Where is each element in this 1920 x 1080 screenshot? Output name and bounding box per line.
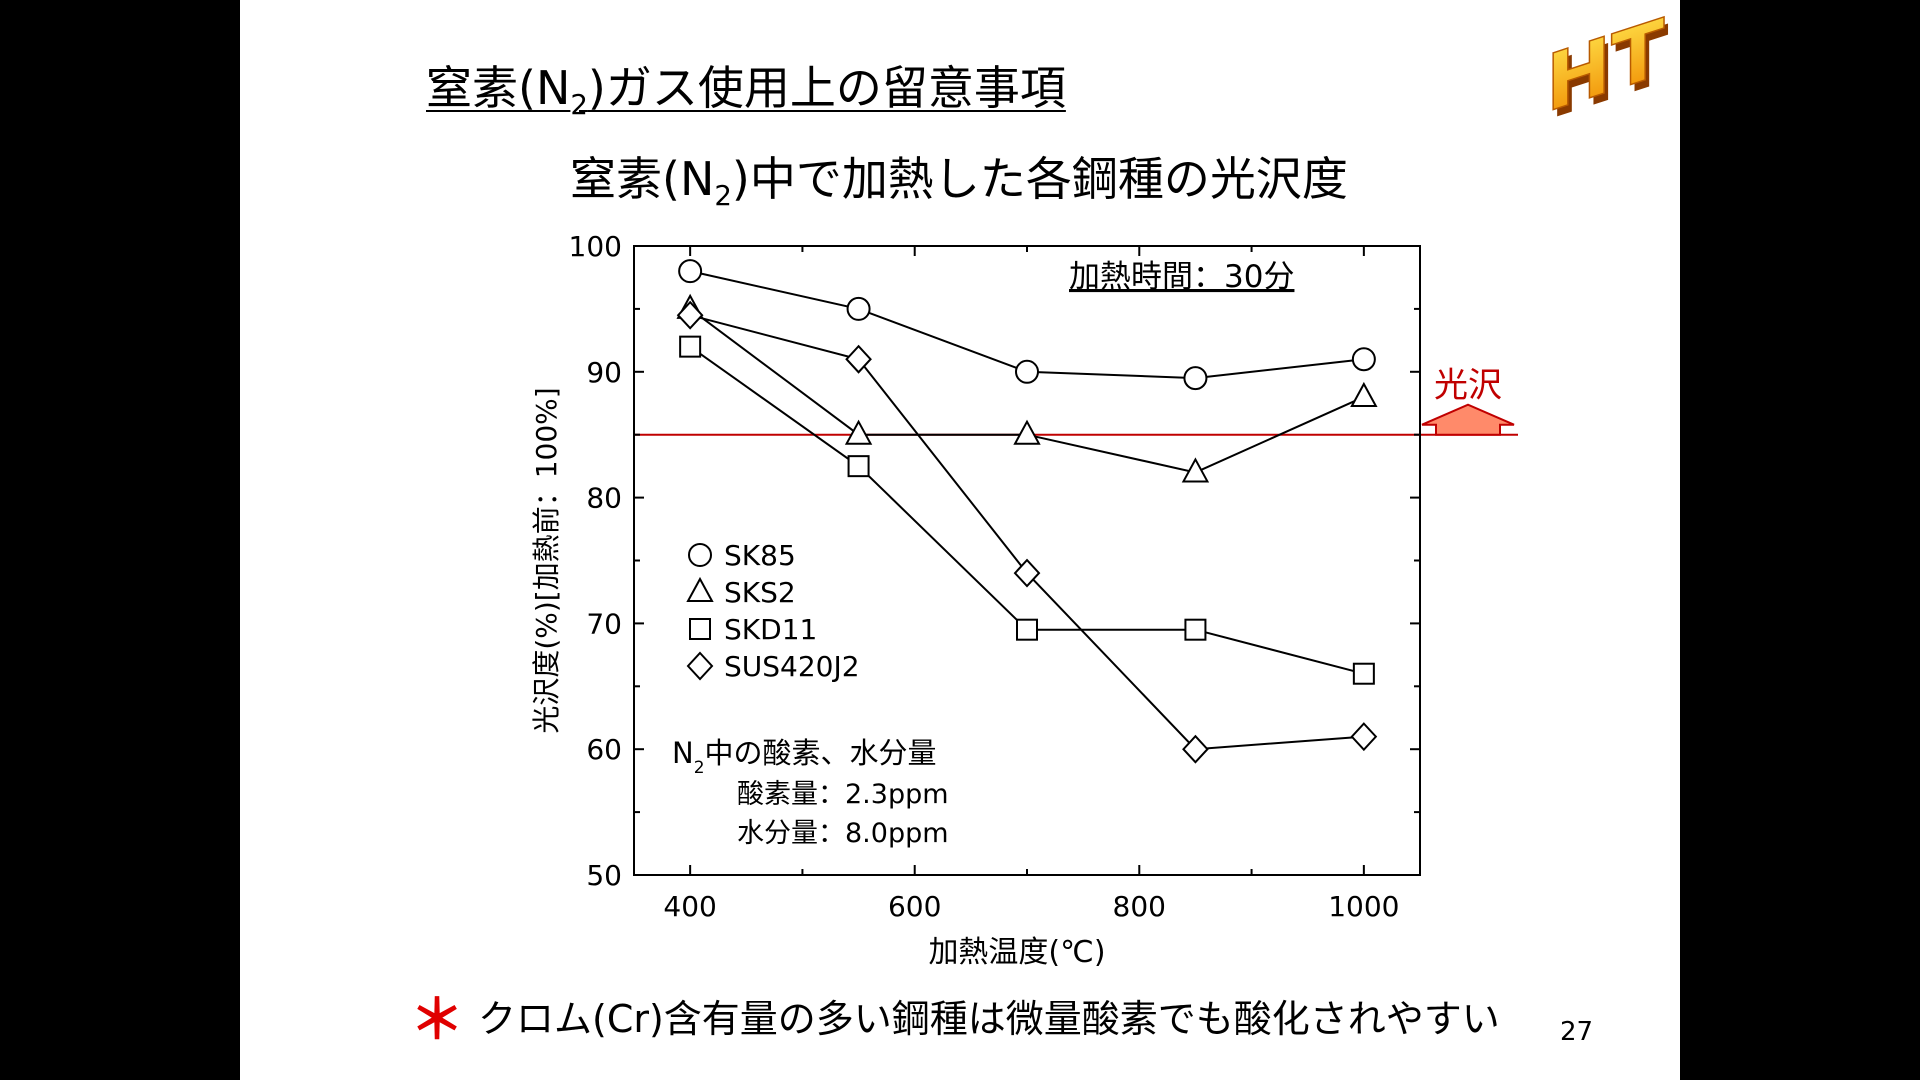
footnote-text: クロム(Cr)含有量の多い鋼種は微量酸素でも酸化されやすい bbox=[478, 997, 1500, 1041]
point-skd11 bbox=[847, 455, 870, 478]
x-tick-label: 600 bbox=[888, 890, 941, 923]
series-sk85 bbox=[678, 259, 1376, 391]
point-skd11 bbox=[1016, 618, 1038, 641]
legend-marker-sks2 bbox=[686, 576, 714, 602]
y-tick-label: 80 bbox=[586, 482, 622, 515]
x-axis-label: 加熱温度(℃) bbox=[928, 935, 1105, 970]
moisture-content-label: 水分量：8.0ppm bbox=[737, 818, 949, 849]
x-tick-label: 1000 bbox=[1328, 890, 1399, 923]
hth-logo: HTH HTH bbox=[1545, 4, 1670, 137]
gloss-chart: 光沢 50 60 70 80 90 100 400 600 800 1000 SK85 SKS2 SK… bbox=[530, 230, 1518, 970]
y-tick-label: 50 bbox=[586, 859, 622, 892]
point-sus420j2 bbox=[845, 344, 872, 374]
y-axis-label: 光沢度(%)[加熱前：100%] bbox=[530, 387, 563, 733]
point-sus420j2 bbox=[1182, 734, 1209, 764]
point-sks2 bbox=[1181, 457, 1210, 483]
slide-title: 窒素(N2)ガス使用上の留意事項 bbox=[426, 61, 1066, 121]
slide: 窒素(N2)ガス使用上の留意事項 窒素(N2)中で加熱した各鋼種の光沢度 HTH… bbox=[240, 0, 1680, 1080]
chart-title: 窒素(N2)中で加熱した各鋼種の光沢度 bbox=[570, 152, 1348, 212]
x-tick-label: 400 bbox=[663, 890, 716, 923]
point-sus420j2 bbox=[676, 300, 704, 330]
oxygen-content-label: 酸素量：2.3ppm bbox=[737, 779, 949, 810]
series-sus420j2 bbox=[676, 300, 1378, 764]
footnote-asterisk: ＊ bbox=[410, 988, 464, 1051]
point-sks2 bbox=[1013, 419, 1041, 445]
legend-marker-sus420j2 bbox=[686, 651, 714, 681]
footnote: ＊ クロム(Cr)含有量の多い鋼種は微量酸素でも酸化されやすい bbox=[410, 975, 1500, 1054]
legend-label-sk85: SK85 bbox=[724, 539, 796, 572]
series-line-sks2 bbox=[689, 308, 1365, 474]
point-sk85 bbox=[846, 296, 871, 321]
legend-label-sks2: SKS2 bbox=[724, 576, 796, 609]
point-skd11 bbox=[1352, 662, 1375, 685]
gloss-threshold-label: 光沢 bbox=[1434, 366, 1502, 406]
point-sks2 bbox=[1350, 381, 1378, 407]
point-sks2 bbox=[844, 419, 873, 445]
legend-label-sus420j2: SUS420J2 bbox=[724, 650, 860, 683]
point-sus420j2 bbox=[1013, 558, 1041, 588]
point-sus420j2 bbox=[1350, 722, 1378, 752]
legend-label-skd11: SKD11 bbox=[724, 613, 817, 646]
y-tick-label: 60 bbox=[586, 733, 622, 766]
series-sks2 bbox=[676, 293, 1378, 483]
point-sk85 bbox=[1183, 366, 1208, 391]
point-skd11 bbox=[1184, 618, 1207, 641]
heating-time-annotation: 加熱時間：30分 bbox=[1069, 259, 1294, 295]
point-sk85 bbox=[678, 259, 703, 284]
legend-marker-sk85 bbox=[688, 543, 712, 567]
point-skd11 bbox=[679, 335, 702, 358]
point-sk85 bbox=[1351, 347, 1376, 372]
x-tick-label: 800 bbox=[1113, 890, 1166, 923]
gloss-up-arrow bbox=[1421, 403, 1515, 436]
series-skd11 bbox=[679, 335, 1375, 685]
legend-marker-skd11 bbox=[689, 618, 711, 640]
gas-content-title: N2中の酸素、水分量 bbox=[672, 736, 937, 778]
y-tick-label: 100 bbox=[569, 230, 622, 263]
y-tick-label: 90 bbox=[586, 356, 622, 389]
y-tick-label: 70 bbox=[586, 607, 622, 640]
point-sk85 bbox=[1015, 359, 1039, 384]
page-number: 27 bbox=[1560, 1017, 1594, 1047]
